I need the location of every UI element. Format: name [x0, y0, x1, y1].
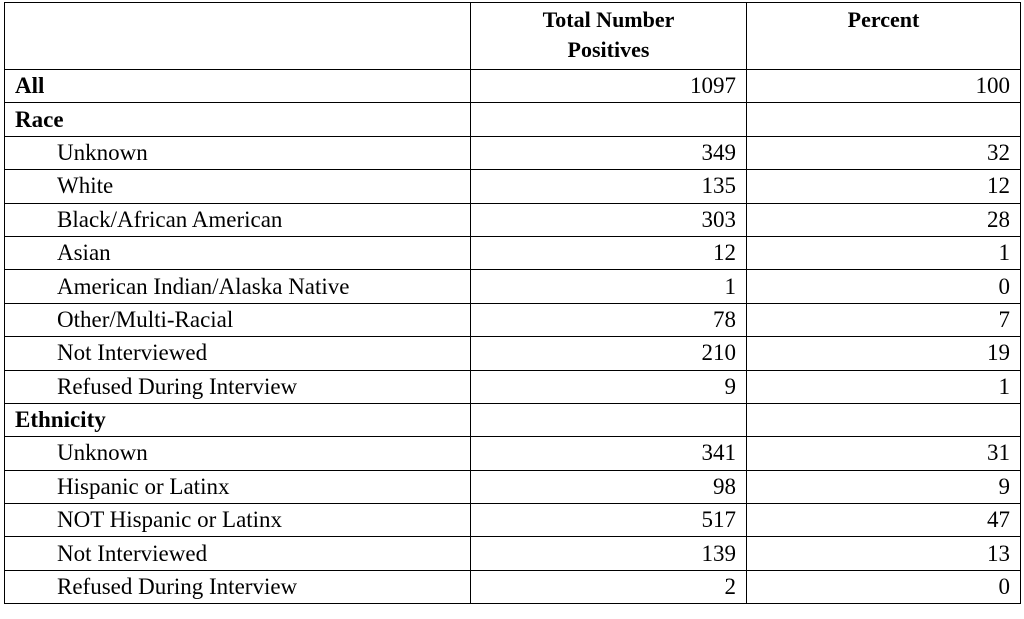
sub-row: Other/Multi-Racial 78 7: [4, 302, 1021, 338]
header-row: Total Number Positives Percent: [4, 2, 1021, 70]
total-cell: 2: [470, 569, 747, 605]
empty-cell: [746, 402, 1021, 438]
percent-cell: 1: [746, 369, 1021, 404]
percent-cell: 0: [746, 269, 1021, 304]
row-label: White: [4, 169, 471, 204]
corner-cell: [4, 2, 471, 70]
percent-cell: 7: [746, 302, 1021, 338]
row-label: Black/African American: [4, 202, 471, 237]
percent-cell: 12: [746, 169, 1021, 204]
total-cell: 135: [470, 169, 747, 204]
sub-row: Not Interviewed 139 13: [4, 536, 1021, 571]
row-label: Other/Multi-Racial: [4, 302, 471, 338]
percent-cell: 47: [746, 503, 1021, 538]
row-label: Race: [4, 102, 471, 137]
percent-cell: 28: [746, 202, 1021, 237]
total-cell: 12: [470, 235, 747, 271]
total-cell: 139: [470, 536, 747, 571]
table-body: All 1097 100 Race Unknown 349 32 White 135 12 Blac…: [4, 68, 1021, 605]
total-cell: 349: [470, 135, 747, 171]
sub-row: Black/African American 303 28: [4, 202, 1021, 237]
row: Race: [4, 102, 1021, 137]
sub-row: Refused During Interview 2 0: [4, 569, 1021, 605]
total-cell: 78: [470, 302, 747, 338]
percent-cell: 0: [746, 569, 1021, 605]
sub-row: Refused During Interview 9 1: [4, 369, 1021, 404]
row-label: Refused During Interview: [4, 369, 471, 404]
total-cell: 98: [470, 469, 747, 505]
column-header: Total Number Positives: [470, 2, 747, 70]
row-label: Not Interviewed: [4, 336, 471, 371]
table-head: Total Number Positives Percent: [4, 2, 1021, 70]
total-cell: 303: [470, 202, 747, 237]
percent-cell: 1: [746, 235, 1021, 271]
data-table: Total Number Positives Percent All 1097 10…: [4, 2, 1021, 605]
column-header: Percent: [746, 2, 1021, 70]
empty-cell: [470, 102, 747, 137]
total-cell: 341: [470, 436, 747, 471]
row-label: Refused During Interview: [4, 569, 471, 605]
row-label: Unknown: [4, 135, 471, 171]
row-label: Ethnicity: [4, 402, 471, 438]
total-cell: 1097: [470, 68, 747, 104]
sub-row: Hispanic or Latinx 98 9: [4, 469, 1021, 505]
row: All 1097 100: [4, 68, 1021, 104]
total-cell: 210: [470, 336, 747, 371]
row-label: American Indian/Alaska Native: [4, 269, 471, 304]
row-label: All: [4, 68, 471, 104]
sub-row: Unknown 349 32: [4, 135, 1021, 171]
total-cell: 9: [470, 369, 747, 404]
percent-cell: 31: [746, 436, 1021, 471]
row-label: Hispanic or Latinx: [4, 469, 471, 505]
percent-cell: 32: [746, 135, 1021, 171]
row: Ethnicity: [4, 402, 1021, 438]
sub-row: Unknown 341 31: [4, 436, 1021, 471]
total-cell: 517: [470, 503, 747, 538]
sub-row: NOT Hispanic or Latinx 517 47: [4, 503, 1021, 538]
row-label: NOT Hispanic or Latinx: [4, 503, 471, 538]
sub-row: Not Interviewed 210 19: [4, 336, 1021, 371]
percent-cell: 9: [746, 469, 1021, 505]
column-header-text: Total Number Positives: [542, 7, 675, 62]
sub-row: White 135 12: [4, 169, 1021, 204]
percent-cell: 13: [746, 536, 1021, 571]
total-cell: 1: [470, 269, 747, 304]
empty-cell: [470, 402, 747, 438]
row-label: Unknown: [4, 436, 471, 471]
empty-cell: [746, 102, 1021, 137]
percent-cell: 100: [746, 68, 1021, 104]
row-label: Asian: [4, 235, 471, 271]
column-header-text: Percent: [847, 7, 920, 32]
sub-row: American Indian/Alaska Native 1 0: [4, 269, 1021, 304]
percent-cell: 19: [746, 336, 1021, 371]
sub-row: Asian 12 1: [4, 235, 1021, 271]
row-label: Not Interviewed: [4, 536, 471, 571]
